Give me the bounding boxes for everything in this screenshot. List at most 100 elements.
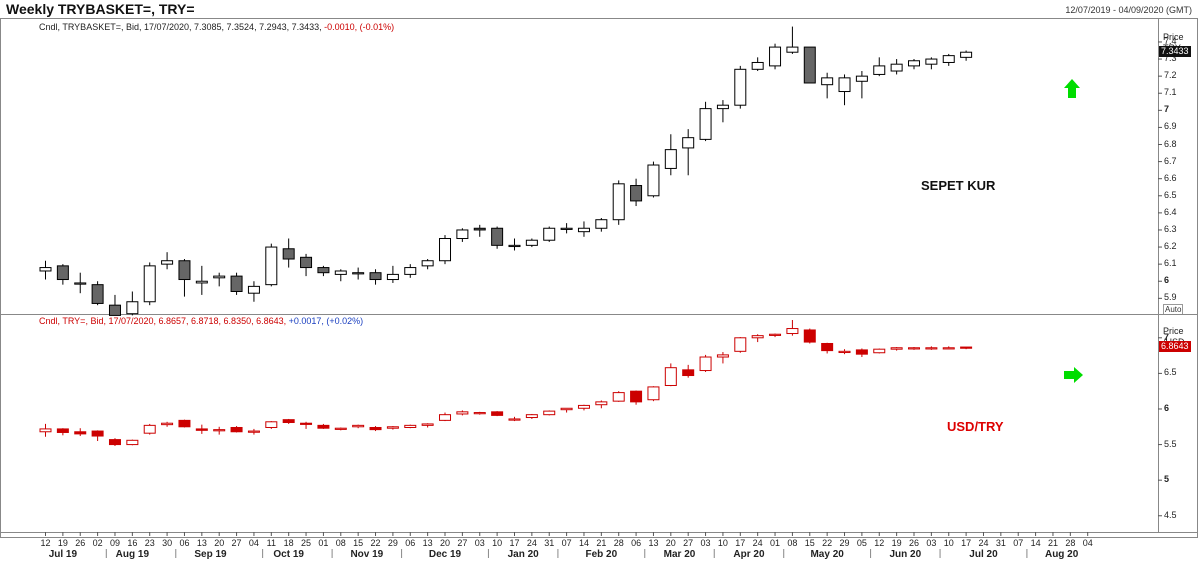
y-tick-label: 6.3 xyxy=(1164,223,1177,234)
top-legend-values: Cndl, TRYBASKET=, Bid, 17/07/2020, 7.308… xyxy=(39,22,322,32)
candle-body xyxy=(786,46,799,53)
x-day-label: 04 xyxy=(249,538,259,548)
candle-body xyxy=(838,77,851,93)
last-price-badge: 6.8643 xyxy=(1159,341,1191,353)
candle-body xyxy=(786,328,799,335)
x-day-label: 16 xyxy=(127,538,137,548)
x-day-label: 17 xyxy=(509,538,519,548)
candle-body xyxy=(161,260,174,265)
candle-body xyxy=(282,248,295,260)
y-tick-label: 7.1 xyxy=(1164,87,1177,98)
last-price-badge: 7.3433 xyxy=(1159,45,1191,57)
candle-body xyxy=(108,439,121,446)
x-day-label: 09 xyxy=(110,538,120,548)
candle-body xyxy=(873,65,886,75)
candle-body xyxy=(577,227,590,233)
candle-body xyxy=(195,280,208,284)
candle-body xyxy=(942,347,955,350)
candle-body xyxy=(751,335,764,339)
x-month-label: Sep 19 xyxy=(194,549,227,560)
candle-body xyxy=(821,342,834,352)
candle-body xyxy=(560,227,573,230)
top-axis-title-1: Price xyxy=(1163,32,1184,42)
y-tick-label: 5.5 xyxy=(1164,438,1177,449)
x-day-label: 17 xyxy=(735,538,745,548)
candle-body xyxy=(369,272,382,281)
candle-body xyxy=(74,282,87,285)
candle-body xyxy=(108,304,121,316)
candle-body xyxy=(664,149,677,169)
candle-body xyxy=(525,414,538,419)
candle-body xyxy=(525,239,538,246)
y-tick-label: 5.9 xyxy=(1164,292,1177,303)
candle-body xyxy=(543,410,556,416)
x-day-label: 19 xyxy=(58,538,68,548)
candle-body xyxy=(91,284,104,304)
candle-body xyxy=(682,137,695,149)
y-tick-label: 6.5 xyxy=(1164,189,1177,200)
candle-body xyxy=(508,244,521,248)
x-day-label: 13 xyxy=(423,538,433,548)
candle-body xyxy=(178,260,191,281)
candle-body xyxy=(960,346,973,349)
candle-body xyxy=(630,390,643,403)
x-day-label: 29 xyxy=(388,538,398,548)
bottom-legend: Cndl, TRY=, Bid, 17/07/2020, 6.8657, 6.8… xyxy=(39,316,363,326)
candle-body xyxy=(734,68,747,106)
x-day-label: 28 xyxy=(1065,538,1075,548)
candle-body xyxy=(595,401,608,406)
candle-body xyxy=(716,104,729,110)
y-tick-label: 6 xyxy=(1164,275,1170,286)
candle-body xyxy=(769,333,782,336)
y-tick-label: 6.9 xyxy=(1164,121,1177,132)
x-day-label: 26 xyxy=(75,538,85,548)
x-day-label: 15 xyxy=(353,538,363,548)
x-month-label: Apr 20 xyxy=(733,549,765,560)
y-tick-label: 6.1 xyxy=(1164,258,1177,269)
candle-body xyxy=(491,227,504,246)
x-day-label: 21 xyxy=(596,538,606,548)
candle-body xyxy=(195,428,208,431)
y-tick-label: 7 xyxy=(1164,104,1170,115)
x-day-label: 31 xyxy=(996,538,1006,548)
candle-body xyxy=(282,419,295,424)
candle-body xyxy=(473,227,486,231)
candle-body xyxy=(803,329,816,343)
y-tick-label: 5 xyxy=(1164,474,1170,485)
candle-body xyxy=(630,185,643,202)
candle-body xyxy=(699,356,712,372)
y-tick-label: 6.6 xyxy=(1164,172,1177,183)
candle-body xyxy=(508,418,521,421)
x-day-label: 22 xyxy=(371,538,381,548)
x-day-label: 22 xyxy=(822,538,832,548)
x-day-label: 24 xyxy=(527,538,537,548)
candle-body xyxy=(178,419,191,428)
candle-body xyxy=(456,411,469,415)
candle-body xyxy=(421,260,434,267)
candle-body xyxy=(386,273,399,281)
x-day-label: 24 xyxy=(753,538,763,548)
x-day-label: 20 xyxy=(666,538,676,548)
candle-body xyxy=(230,275,243,292)
candle-body xyxy=(265,421,278,428)
candle-body xyxy=(838,350,851,354)
x-day-label: 04 xyxy=(1083,538,1093,548)
bottom-legend-change: +0.0017, (+0.02%) xyxy=(288,316,364,326)
candle-body xyxy=(925,58,938,65)
x-day-label: 01 xyxy=(770,538,780,548)
y-tick-label: 6.4 xyxy=(1164,206,1177,217)
candle-body xyxy=(612,392,625,402)
x-day-label: 03 xyxy=(475,538,485,548)
right-arrow-icon xyxy=(1064,367,1083,383)
x-day-label: 14 xyxy=(1031,538,1041,548)
x-month-label: Oct 19 xyxy=(273,549,304,560)
y-tick-label: 4.5 xyxy=(1164,509,1177,520)
x-day-label: 21 xyxy=(1048,538,1058,548)
x-month-label: Jul 20 xyxy=(969,549,998,560)
candle-body xyxy=(39,267,52,272)
candle-body xyxy=(143,424,156,434)
bottom-legend-values: Cndl, TRY=, Bid, 17/07/2020, 6.8657, 6.8… xyxy=(39,316,287,326)
candle-body xyxy=(855,349,868,355)
x-day-label: 30 xyxy=(162,538,172,548)
